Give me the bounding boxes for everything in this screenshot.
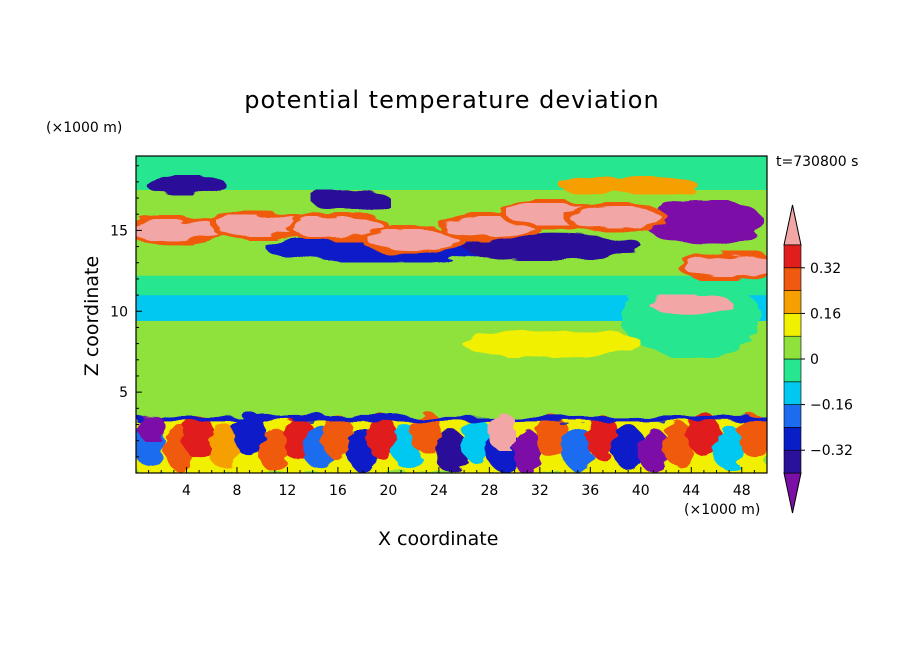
x-tick-label: 4	[182, 483, 191, 499]
x-tick-label: 24	[430, 483, 448, 499]
contour-band	[136, 275, 767, 296]
x-tick-label: 16	[329, 483, 347, 499]
x-axis: 4 8 12 16 20 24 28 32 36 40 44 48	[148, 467, 755, 499]
boundary-cell	[637, 428, 670, 473]
y-tick-label: 5	[119, 385, 128, 401]
x-axis-unit: (×1000 m)	[684, 502, 761, 518]
y-axis: 5 10 15	[110, 165, 142, 458]
boundary-cell	[687, 412, 720, 457]
warm-ridge	[291, 216, 384, 239]
x-tick-label: 36	[581, 483, 599, 499]
boundary-cell	[366, 415, 399, 460]
boundary-cell	[536, 415, 569, 460]
x-tick-label: 20	[379, 483, 397, 499]
boundary-layer	[136, 410, 767, 473]
colorbar-box	[783, 381, 802, 405]
colorbar-label: −0.32	[810, 443, 853, 459]
colorbar-box	[783, 335, 802, 360]
y-tick-label: 10	[110, 304, 128, 320]
chart-title: potential temperature deviation	[244, 86, 660, 114]
colorbar-extend-min	[783, 472, 802, 514]
mid-level-region	[621, 277, 762, 358]
colorbar-box	[783, 267, 802, 291]
mid-level-region	[462, 329, 643, 358]
colorbar-box	[783, 313, 802, 337]
warm-ridge	[569, 206, 662, 229]
x-tick-label: 32	[531, 483, 549, 499]
time-label: t=730800 s	[776, 154, 859, 170]
boundary-inversion	[136, 416, 767, 422]
cold-pocket	[137, 413, 166, 442]
colorbar: 0.32 0.16 0 −0.16 −0.32	[783, 204, 853, 514]
x-tick-label: 28	[480, 483, 498, 499]
colorbar-box	[783, 404, 802, 428]
boundary-cell	[435, 429, 468, 473]
colorbar-box	[783, 290, 802, 314]
boundary-cell	[460, 418, 493, 463]
boundary-cell	[738, 413, 767, 458]
boundary-cell	[410, 410, 443, 455]
colorbar-box	[783, 358, 802, 383]
boundary-cell	[586, 415, 619, 460]
warm-ridge	[216, 214, 309, 237]
warm-ridge	[367, 229, 460, 252]
colorbar-extend-max	[783, 204, 802, 246]
x-tick-label: 48	[733, 483, 751, 499]
warm-ridge	[136, 219, 220, 242]
z-axis-unit: (×1000 m)	[46, 120, 123, 136]
x-tick-label: 12	[279, 483, 297, 499]
contour-band	[136, 351, 767, 415]
x-axis-label: X coordinate	[378, 528, 499, 550]
colorbar-label: 0.16	[810, 306, 841, 322]
boundary-cell	[612, 425, 645, 470]
boundary-cell	[511, 429, 544, 473]
boundary-cell	[233, 412, 266, 457]
x-tick-label: 40	[632, 483, 650, 499]
boundary-cell	[208, 425, 241, 470]
colorbar-label: 0	[810, 352, 819, 368]
colorbar-label: 0.32	[810, 261, 841, 277]
warm-anomaly	[649, 294, 734, 315]
warm-ridge	[683, 254, 767, 277]
colorbar-box	[783, 244, 802, 269]
cold-band	[146, 175, 227, 196]
x-tick-label: 44	[682, 483, 700, 499]
warm-pocket	[487, 410, 516, 451]
colorbar-box	[783, 449, 802, 474]
warm-rim	[558, 176, 699, 195]
y-tick-label: 15	[110, 223, 128, 239]
boundary-cell	[258, 428, 291, 473]
boundary-cell	[321, 415, 354, 460]
colorbar-label: −0.16	[810, 398, 853, 414]
boundary-cell	[183, 415, 216, 460]
boundary-cell	[713, 426, 746, 471]
boundary-cell	[662, 421, 695, 466]
boundary-cell	[561, 426, 594, 471]
x-tick-label: 8	[232, 483, 241, 499]
cold-band	[310, 189, 391, 210]
y-axis-label: Z coordinate	[81, 255, 103, 377]
contour-field	[136, 156, 767, 473]
cold-core	[643, 200, 764, 245]
colorbar-box	[783, 427, 802, 451]
